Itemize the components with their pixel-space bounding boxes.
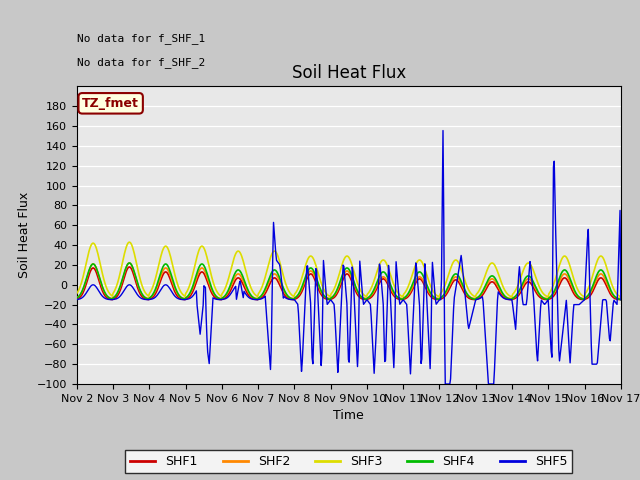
Text: No data for f_SHF_1: No data for f_SHF_1 <box>77 33 205 44</box>
Text: TZ_fmet: TZ_fmet <box>82 97 139 110</box>
Text: No data for f_SHF_2: No data for f_SHF_2 <box>77 57 205 68</box>
X-axis label: Time: Time <box>333 409 364 422</box>
Title: Soil Heat Flux: Soil Heat Flux <box>292 64 406 82</box>
Legend: SHF1, SHF2, SHF3, SHF4, SHF5: SHF1, SHF2, SHF3, SHF4, SHF5 <box>125 450 572 473</box>
Y-axis label: Soil Heat Flux: Soil Heat Flux <box>18 192 31 278</box>
